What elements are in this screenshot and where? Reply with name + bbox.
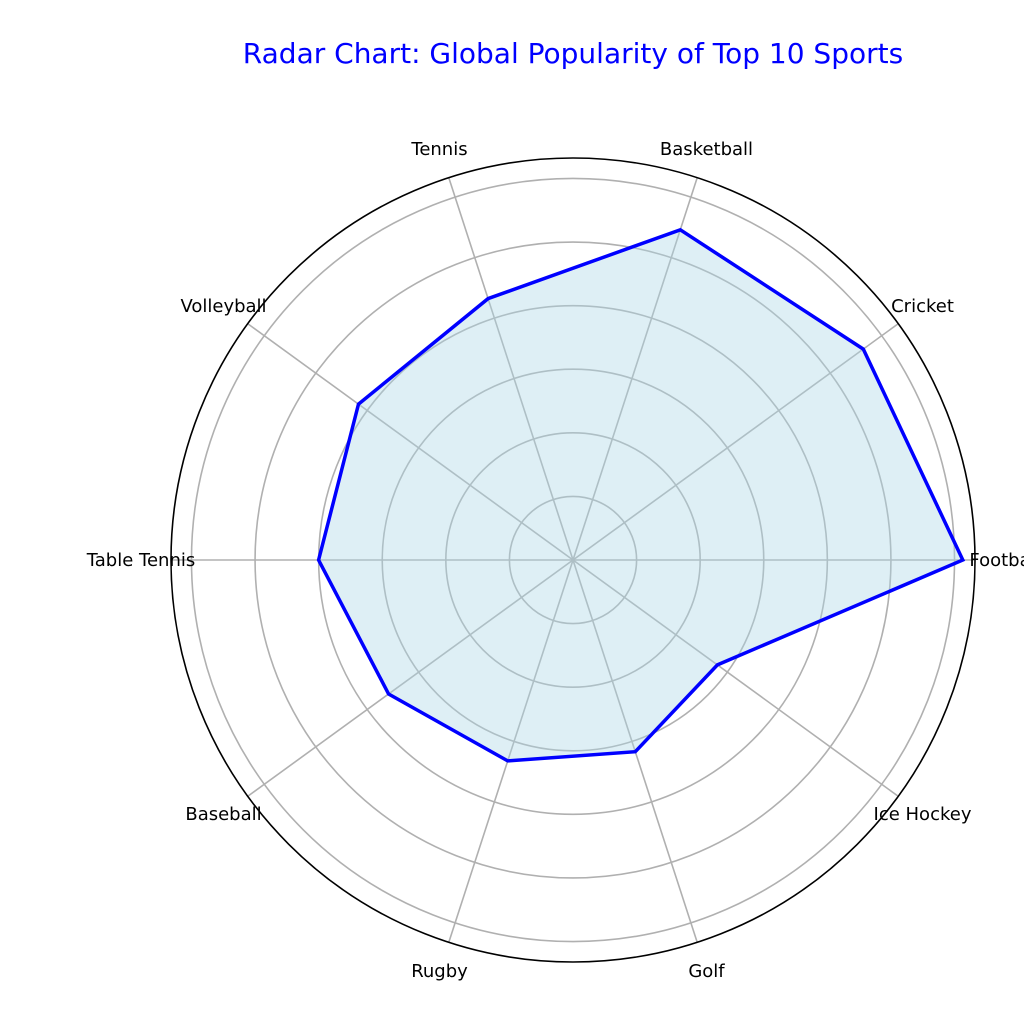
outer-ring bbox=[170, 157, 976, 963]
category-label-table-tennis: Table Tennis bbox=[86, 550, 195, 571]
category-label-ice-hockey: Ice Hockey bbox=[874, 804, 972, 825]
spoke-2 bbox=[572, 177, 698, 561]
category-label-golf: Golf bbox=[688, 961, 725, 982]
category-label-cricket: Cricket bbox=[891, 296, 954, 317]
grid-layer bbox=[170, 157, 976, 963]
spoke-4 bbox=[247, 323, 574, 561]
spoke-9 bbox=[572, 559, 899, 797]
category-labels: Football Cricket Basketball Tennis Volleybal… bbox=[86, 139, 1024, 982]
category-label-baseball: Baseball bbox=[185, 804, 261, 825]
category-label-basketball: Basketball bbox=[660, 139, 753, 160]
series-line-0 bbox=[316, 227, 966, 763]
category-label-tennis: Tennis bbox=[410, 139, 467, 160]
category-label-volleyball: Volleyball bbox=[180, 296, 266, 317]
chart-title: Radar Chart: Global Popularity of Top 10… bbox=[243, 37, 903, 70]
spoke-7 bbox=[448, 559, 574, 943]
spoke-3 bbox=[448, 177, 574, 561]
spoke-6 bbox=[247, 559, 574, 797]
category-label-football: Football bbox=[969, 550, 1024, 571]
series-layer bbox=[316, 227, 966, 763]
spoke-1 bbox=[572, 323, 899, 561]
category-label-rugby: Rugby bbox=[411, 961, 468, 982]
